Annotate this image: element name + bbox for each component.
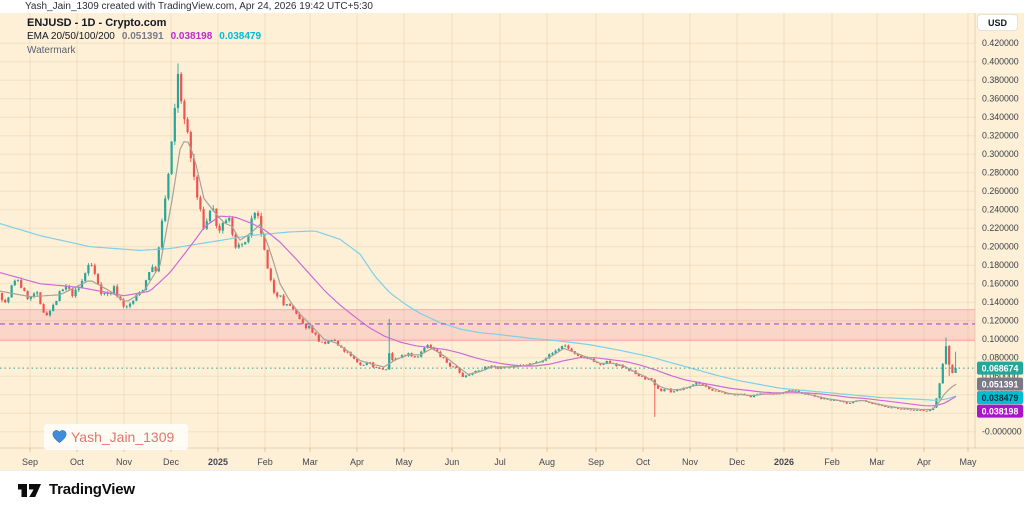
ema-indicator-row[interactable]: EMA 20/50/100/200 0.051391 0.038198 0.03847…	[27, 31, 261, 43]
candles	[0, 63, 957, 417]
svg-text:0.280000: 0.280000	[982, 168, 1019, 178]
svg-text:Sep: Sep	[588, 457, 604, 467]
svg-text:May: May	[395, 457, 413, 467]
watermark-indicator-label[interactable]: Watermark	[27, 45, 76, 56]
svg-text:0.300000: 0.300000	[982, 149, 1019, 159]
svg-text:0.420000: 0.420000	[982, 38, 1019, 48]
grid	[0, 13, 975, 448]
svg-text:Jul: Jul	[494, 457, 506, 467]
svg-text:Apr: Apr	[917, 457, 931, 467]
ema-line	[0, 223, 957, 401]
svg-text:0.340000: 0.340000	[982, 112, 1019, 122]
ema20-value: 0.051391	[121, 31, 164, 42]
svg-text:Mar: Mar	[302, 457, 318, 467]
svg-text:0.140000: 0.140000	[982, 297, 1019, 307]
ema-line	[0, 215, 957, 407]
heart-icon	[52, 430, 67, 443]
svg-text:Nov: Nov	[682, 457, 699, 467]
tradingview-wordmark: TradingView	[49, 481, 135, 498]
svg-text:2025: 2025	[208, 457, 228, 467]
svg-text:0.380000: 0.380000	[982, 75, 1019, 85]
svg-text:0.260000: 0.260000	[982, 186, 1019, 196]
svg-text:Oct: Oct	[70, 457, 85, 467]
watermark-badge: Yash_Jain_1309	[44, 424, 189, 450]
svg-text:Feb: Feb	[257, 457, 273, 467]
svg-text:0.400000: 0.400000	[982, 57, 1019, 67]
svg-text:0.080000: 0.080000	[982, 353, 1019, 363]
svg-text:Nov: Nov	[116, 457, 133, 467]
ema-line	[0, 140, 957, 411]
time-axis[interactable]: Sep Oct Nov Dec 2025 Feb Mar Apr May Jun Jul Aug Sep…	[22, 448, 977, 467]
svg-text:Mar: Mar	[869, 457, 885, 467]
svg-text:Aug: Aug	[539, 457, 555, 467]
svg-text:Apr: Apr	[350, 457, 364, 467]
tradingview-logo[interactable]: TradingView	[17, 480, 135, 500]
svg-text:Dec: Dec	[729, 457, 746, 467]
svg-text:Sep: Sep	[22, 457, 38, 467]
ema100-value: 0.038479	[219, 31, 262, 42]
svg-text:0.120000: 0.120000	[982, 316, 1019, 326]
ema50-value: 0.038198	[170, 31, 213, 42]
symbol-title[interactable]: ENJUSD - 1D - Crypto.com	[27, 17, 167, 29]
attribution-text: Yash_Jain_1309 created with TradingView.…	[25, 1, 373, 12]
svg-text:-0.000000: -0.000000	[982, 427, 1022, 437]
svg-text:0.320000: 0.320000	[982, 131, 1019, 141]
svg-text:Jun: Jun	[445, 457, 460, 467]
svg-text:Oct: Oct	[636, 457, 651, 467]
svg-text:0.060000: 0.060000	[982, 371, 1019, 381]
svg-text:0.038198: 0.038198	[982, 406, 1019, 416]
chart-area[interactable]: -0.0000000.0200000.0400000.0600000.08000…	[0, 13, 1024, 470]
svg-text:0.068674: 0.068674	[982, 363, 1019, 373]
svg-text:0.038479: 0.038479	[982, 393, 1019, 403]
svg-text:0.160000: 0.160000	[982, 279, 1019, 289]
ema-indicator-label: EMA 20/50/100/200	[27, 31, 115, 42]
candlestick-chart[interactable]: -0.0000000.0200000.0400000.0600000.08000…	[0, 13, 1024, 470]
chart-legend: ENJUSD - 1D - Crypto.com EMA 20/50/100/2…	[27, 17, 261, 57]
tradingview-mark-icon	[18, 483, 41, 497]
svg-text:0.100000: 0.100000	[982, 334, 1019, 344]
svg-text:May: May	[959, 457, 977, 467]
highlight-zone	[0, 309, 975, 342]
footer-bar: TradingView	[0, 470, 1024, 508]
svg-text:Feb: Feb	[824, 457, 840, 467]
svg-text:0.360000: 0.360000	[982, 94, 1019, 104]
currency-toggle-button[interactable]: USD	[977, 14, 1018, 31]
svg-text:0.200000: 0.200000	[982, 242, 1019, 252]
svg-text:Dec: Dec	[163, 457, 180, 467]
svg-text:0.220000: 0.220000	[982, 223, 1019, 233]
watermark-username: Yash_Jain_1309	[71, 429, 175, 445]
svg-text:0.180000: 0.180000	[982, 260, 1019, 270]
svg-text:2026: 2026	[774, 457, 794, 467]
svg-text:0.240000: 0.240000	[982, 205, 1019, 215]
price-tags: 0.068674 0.051391 0.038479 0.038198	[977, 361, 1023, 418]
price-axis[interactable]: -0.0000000.0200000.0400000.0600000.08000…	[982, 38, 1022, 437]
svg-text:0.051391: 0.051391	[982, 379, 1019, 389]
